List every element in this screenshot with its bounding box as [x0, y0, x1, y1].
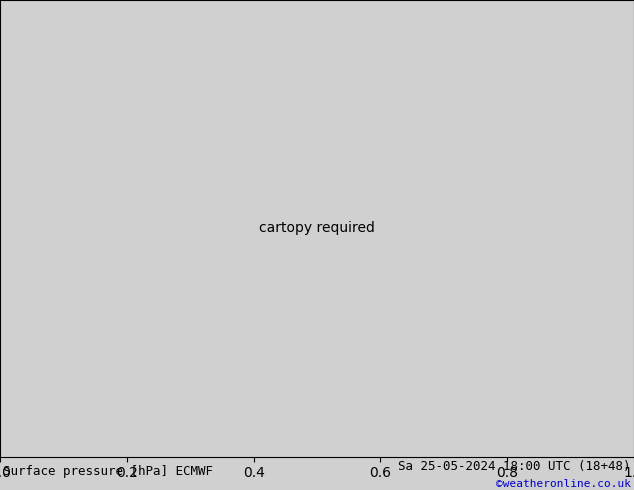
Text: cartopy required: cartopy required	[259, 221, 375, 235]
Text: Sa 25-05-2024 18:00 UTC (18+48): Sa 25-05-2024 18:00 UTC (18+48)	[398, 460, 631, 472]
Text: Surface pressure [hPa] ECMWF: Surface pressure [hPa] ECMWF	[3, 465, 213, 478]
Text: ©weatheronline.co.uk: ©weatheronline.co.uk	[496, 479, 631, 489]
